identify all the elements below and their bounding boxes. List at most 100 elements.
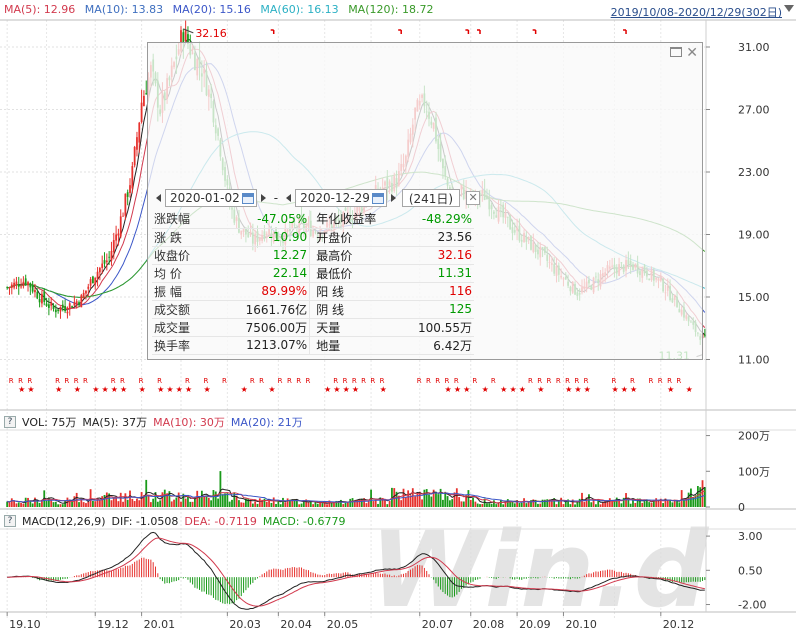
volume-bar (279, 504, 282, 507)
volume-bar (298, 504, 301, 507)
calendar-icon[interactable] (371, 192, 384, 204)
stats-cell: 1661.76亿 (211, 300, 310, 319)
rating-marker: R (83, 377, 88, 385)
volume-bar (525, 503, 528, 507)
volume-bar (386, 504, 389, 507)
rating-marker: R (157, 377, 162, 385)
stats-row: 振 幅 89.99% 阳 线 116 (152, 282, 474, 301)
start-date-input[interactable]: 2020-01-02 (165, 189, 257, 207)
candle-body (61, 304, 64, 308)
star-marker: ★ (241, 385, 248, 394)
close-icon[interactable]: ✕ (466, 191, 481, 205)
volume-bar (180, 501, 182, 507)
star-marker: ★ (537, 385, 544, 394)
rating-marker: R (9, 377, 14, 385)
candle-body (27, 282, 29, 286)
end-date-input[interactable]: 2020-12-29 (295, 189, 387, 207)
volume-bar (648, 502, 651, 507)
volume-bar (618, 499, 620, 507)
volume-bar (314, 501, 317, 507)
volume-bar (662, 503, 665, 507)
close-icon[interactable]: ✕ (686, 45, 698, 61)
volume-bar (119, 492, 122, 507)
volume-bar (309, 500, 312, 507)
vol-ma5-label: MA(5): 37万 (82, 416, 148, 429)
stats-cell: 11.31 (378, 264, 474, 283)
candle-body (57, 309, 60, 312)
stats-cell: 振 幅 (152, 282, 212, 301)
volume-bar (418, 491, 421, 507)
volume-bar (639, 498, 641, 507)
next-arrow-icon[interactable] (390, 194, 396, 202)
star-marker: ★ (157, 385, 164, 394)
volume-bar (678, 502, 681, 507)
candle-body (703, 334, 706, 336)
volume-bar (41, 499, 43, 507)
volume-bar (703, 487, 706, 507)
star-marker: ★ (203, 385, 210, 394)
volume-bar (544, 499, 546, 507)
volume-bar (87, 501, 90, 507)
stats-cell: 22.14 (211, 264, 310, 283)
volume-bar (224, 493, 226, 507)
volume-bar (435, 491, 437, 507)
stats-cell: 最高价 (309, 246, 379, 265)
candle-body (75, 301, 78, 305)
star-marker: ★ (519, 385, 526, 394)
macd-value-label: MACD: -0.6779 (262, 514, 346, 528)
volume-bar (664, 498, 667, 507)
candle-body (124, 193, 127, 216)
volume-bar (465, 495, 467, 507)
volume-bar (659, 498, 662, 507)
volume-bar (652, 500, 655, 507)
volume-bar (92, 500, 94, 507)
star-marker: ★ (621, 385, 628, 394)
volume-bar (207, 497, 210, 507)
candle-body (117, 233, 120, 236)
date-range-selector[interactable]: 2019/10/08-2020/12/29(302日) (610, 6, 782, 19)
volume-bar (152, 498, 155, 507)
volume-bar (319, 501, 321, 507)
volume-bar (442, 499, 444, 507)
prev-arrow-icon[interactable] (156, 194, 161, 202)
high-pointer (183, 28, 194, 34)
volume-bar (537, 503, 539, 507)
help-icon[interactable]: ? (4, 515, 16, 527)
rating-marker: R (537, 377, 542, 385)
volume-bar (254, 501, 257, 507)
candle-body (143, 95, 145, 106)
rating-marker: R (305, 377, 310, 385)
volume-bar (597, 500, 600, 507)
help-icon[interactable]: ? (4, 416, 16, 428)
star-marker: ★ (463, 385, 470, 394)
stats-cell: 年化收益率 (309, 210, 379, 229)
calendar-icon[interactable] (241, 192, 254, 204)
volume-bar (532, 499, 535, 507)
rating-marker: R (18, 377, 23, 385)
candle-body (184, 29, 187, 42)
rating-marker: R (630, 377, 635, 385)
prev-arrow-icon[interactable] (286, 194, 292, 202)
volume-bar (379, 497, 382, 507)
volume-bar (161, 492, 164, 507)
star-marker: ★ (139, 385, 146, 394)
rating-marker: R (139, 377, 144, 385)
maximize-icon[interactable] (670, 47, 682, 57)
volume-bar (632, 500, 634, 507)
volume-bar (488, 503, 491, 507)
volume-bar (302, 500, 305, 507)
volume-bar (636, 498, 639, 507)
volume-bar (191, 501, 194, 507)
volume-bar (38, 502, 41, 507)
chevron-down-icon[interactable] (784, 5, 794, 12)
stats-row: 成交额 1661.76亿阴 线 125 (152, 300, 474, 319)
candle-body (41, 293, 43, 304)
dea-line (7, 537, 705, 607)
volume-bar (187, 494, 189, 507)
next-arrow-icon[interactable] (260, 194, 266, 202)
volume-bar (481, 503, 484, 507)
candle-body (110, 250, 113, 261)
volume-bar (175, 497, 178, 507)
volume-bar (523, 498, 525, 507)
ma60-label: MA(60): 16.13 (260, 3, 339, 16)
